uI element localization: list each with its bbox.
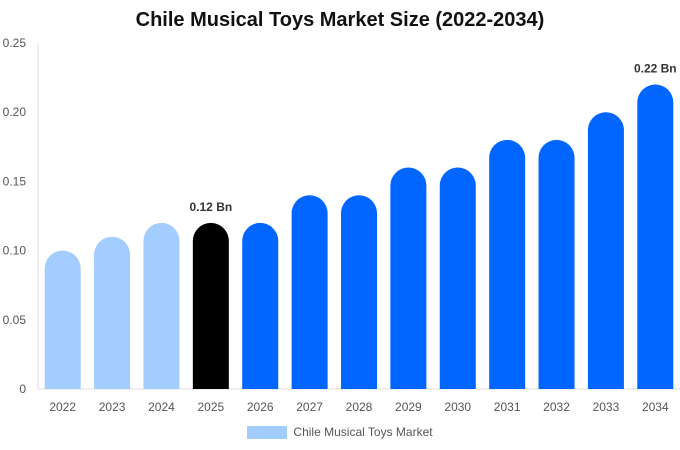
bar-2023 xyxy=(94,236,131,389)
data-label-2025: 0.12 Bn xyxy=(190,200,233,214)
chart-title: Chile Musical Toys Market Size (2022-203… xyxy=(135,9,545,31)
x-tick-label: 2034 xyxy=(642,400,669,414)
bar-2025 xyxy=(192,222,229,389)
bar-2026 xyxy=(242,222,279,389)
y-tick-label: 0.15 xyxy=(3,174,27,188)
x-tick-label: 2028 xyxy=(346,400,373,414)
bar-2027 xyxy=(291,195,328,389)
data-label-2034: 0.22 Bn xyxy=(634,62,677,76)
bar-2024 xyxy=(143,222,180,389)
x-tick-label: 2033 xyxy=(593,400,620,414)
bar-2029 xyxy=(390,167,427,389)
legend-label: Chile Musical Toys Market xyxy=(293,425,433,439)
y-tick-label: 0.25 xyxy=(3,36,27,50)
y-tick-label: 0.20 xyxy=(3,105,27,119)
y-tick-label: 0.05 xyxy=(3,313,27,327)
bar-2022 xyxy=(44,250,81,389)
x-tick-label: 2025 xyxy=(197,400,224,414)
bar-2028 xyxy=(341,195,377,389)
legend: Chile Musical Toys Market xyxy=(0,425,680,439)
bar-2033 xyxy=(587,112,624,389)
y-tick-label: 0 xyxy=(19,382,26,396)
x-tick-label: 2031 xyxy=(494,400,521,414)
bar-2032 xyxy=(538,139,575,389)
legend-swatch xyxy=(247,425,288,439)
x-tick-label: 2027 xyxy=(296,400,323,414)
x-tick-label: 2029 xyxy=(395,400,422,414)
x-tick-label: 2022 xyxy=(49,400,76,414)
x-tick-label: 2026 xyxy=(247,400,274,414)
x-tick-label: 2032 xyxy=(543,400,570,414)
x-tick-label: 2024 xyxy=(148,400,175,414)
x-tick-label: 2023 xyxy=(99,400,126,414)
bar-2031 xyxy=(489,139,526,389)
x-tick-label: 2030 xyxy=(444,400,471,414)
y-tick-label: 0.10 xyxy=(3,244,27,258)
bar-2030 xyxy=(439,167,476,389)
bar-2034 xyxy=(637,84,674,390)
